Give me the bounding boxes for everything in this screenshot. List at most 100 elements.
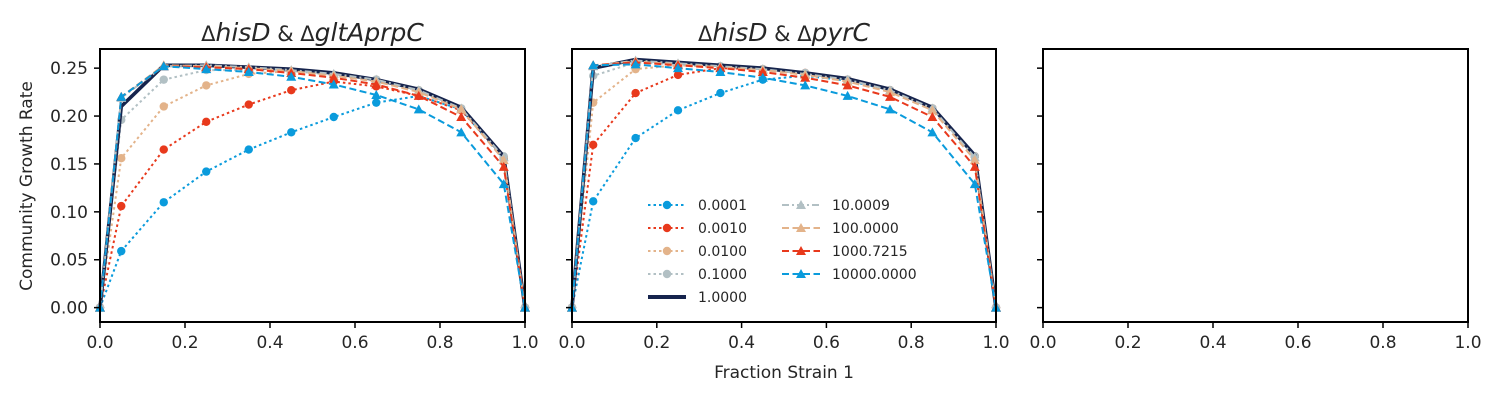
legend-entry: 10000.0000 [782, 267, 917, 283]
series-line [570, 57, 998, 308]
series-line [571, 63, 997, 308]
data-point [588, 60, 599, 70]
x-tick-label: 0.8 [1369, 333, 1396, 353]
x-tick-label: 0.2 [1114, 333, 1141, 353]
y-axis-label: Community Growth Rate [17, 81, 37, 291]
data-point [159, 102, 168, 111]
legend-label: 100.0000 [832, 221, 899, 237]
data-point [328, 72, 339, 82]
legend-label: 10000.0000 [832, 267, 917, 283]
legend-marker [662, 200, 672, 210]
data-point [117, 201, 126, 211]
x-axis-label: Fraction Strain 1 [714, 363, 854, 383]
panels: 0.0 0.2 0.4 0.6 0.8 1.0 0.00 0.05 0.10 0.15 0.20 0.… [50, 18, 1481, 353]
data-point [202, 81, 211, 90]
data-point [715, 66, 726, 76]
data-point [287, 128, 296, 137]
legend-marker [662, 223, 672, 233]
data-point [371, 79, 382, 89]
series-10000.0000 [567, 59, 1001, 312]
data-point [885, 104, 895, 114]
data-point [927, 127, 938, 137]
y-tick-label: 0.20 [50, 107, 88, 127]
data-point [287, 85, 296, 95]
data-point [456, 104, 467, 114]
series-1.0000 [570, 57, 998, 308]
panel-right: 0.0 0.2 0.4 0.6 0.8 1.0 [1029, 48, 1482, 353]
legend-marker [662, 269, 672, 279]
data-point [969, 179, 980, 189]
data-point [159, 75, 168, 84]
x-tick-label: 0.2 [643, 333, 670, 353]
legend-entry: 0.0001 [648, 198, 747, 214]
data-point [885, 91, 895, 101]
data-point [202, 117, 211, 127]
data-point [842, 90, 853, 100]
legend-label: 1000.7215 [832, 244, 908, 260]
series-line [99, 94, 526, 308]
panel-title: ΔhisD & ΔgltAprpC [201, 18, 424, 47]
y-tick-label: 0.25 [50, 59, 88, 79]
legend-marker [796, 269, 806, 278]
data-point [885, 87, 895, 97]
data-point [589, 140, 598, 149]
data-point [201, 64, 212, 74]
x-tick-label: 0.0 [558, 333, 585, 353]
data-point [371, 89, 382, 99]
data-point [159, 198, 168, 207]
data-point [800, 80, 811, 90]
legend-entry: 100.0000 [782, 221, 899, 237]
data-point [969, 155, 980, 165]
data-point [969, 161, 980, 171]
data-point [456, 112, 467, 122]
data-point [842, 80, 853, 90]
y-tick-label: 0.05 [50, 251, 88, 271]
data-point [244, 145, 253, 154]
legend-label: 0.0001 [698, 198, 747, 214]
series-line [571, 74, 997, 308]
x-tick-label: 0.8 [426, 333, 453, 353]
data-point [716, 88, 725, 98]
data-point [498, 179, 509, 189]
y-tick-label: 0.00 [50, 299, 88, 319]
legend-marker [796, 200, 806, 209]
y-tick-label: 0.15 [50, 155, 88, 175]
legend-entry: 0.0100 [648, 244, 747, 260]
panel-left: 0.0 0.2 0.4 0.6 0.8 1.0 0.00 0.05 0.10 0.15 0.20 0.… [50, 18, 538, 353]
data-point [927, 112, 938, 122]
y-tick-label: 0.10 [50, 203, 88, 223]
data-point [673, 106, 683, 115]
legend-entry: 10.0009 [782, 198, 890, 214]
x-tick-label: 0.4 [1199, 333, 1226, 353]
legend-entry: 1.0000 [648, 290, 747, 306]
legend-entry: 1000.7215 [782, 244, 908, 260]
legend-label: 10.0009 [832, 198, 890, 214]
series-line [99, 65, 526, 308]
series-line [571, 61, 997, 308]
legend-label: 1.0000 [698, 290, 747, 306]
data-point [286, 71, 297, 81]
data-point [243, 66, 254, 76]
data-point [202, 167, 211, 176]
x-tick-label: 1.0 [982, 333, 1009, 353]
data-point [117, 246, 126, 256]
data-point [800, 72, 811, 82]
axes-frame [1042, 48, 1469, 323]
axes-frame [571, 48, 997, 323]
x-tick-label: 1.0 [1454, 333, 1481, 353]
x-tick-label: 0.6 [341, 333, 368, 353]
data-point [631, 88, 640, 98]
axes-frame [99, 48, 526, 323]
data-point [630, 59, 641, 69]
x-tick-label: 0.4 [728, 333, 755, 353]
data-point [117, 154, 126, 163]
legend-marker [662, 246, 672, 256]
legend-label: 0.0100 [698, 244, 747, 260]
data-point [328, 79, 339, 89]
data-point [498, 161, 509, 171]
legend-entry: 0.0010 [648, 221, 747, 237]
series-10000.0000 [95, 61, 530, 312]
x-tick-label: 0.4 [256, 333, 283, 353]
